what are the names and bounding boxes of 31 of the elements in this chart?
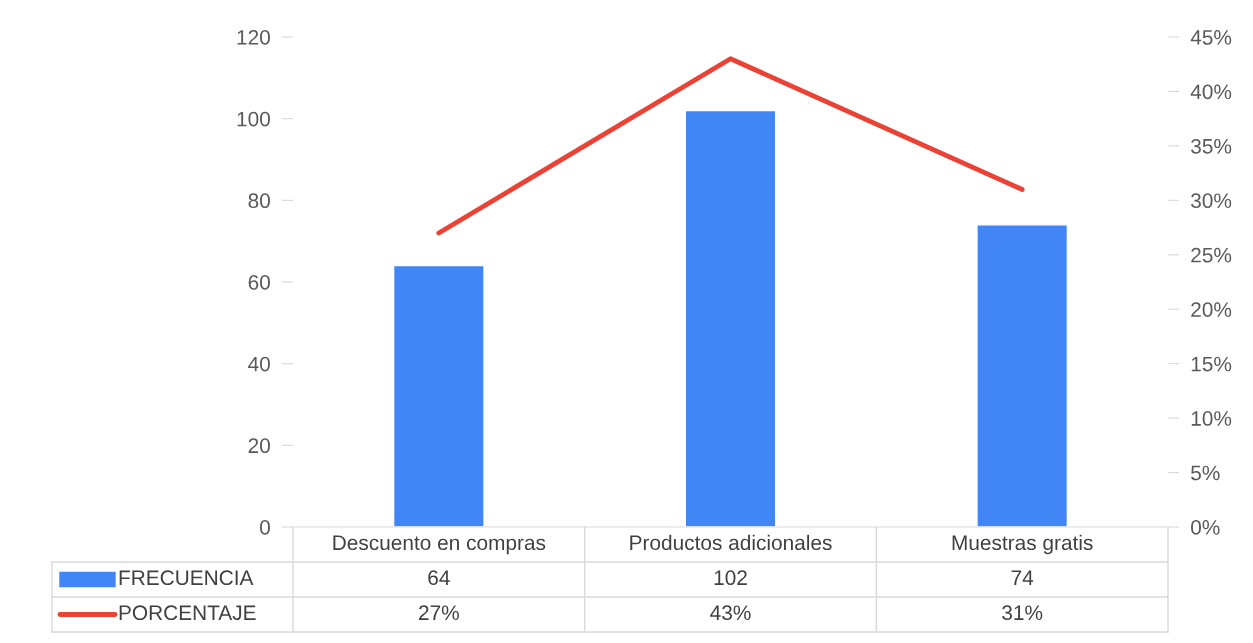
legend-label: FRECUENCIA: [119, 570, 254, 586]
y2-tick-label: 15%: [1191, 356, 1232, 372]
data-label: 64: [428, 570, 450, 586]
bar: [684, 109, 777, 527]
y-tick-label: 100: [237, 111, 270, 127]
data-label: 102: [714, 570, 747, 586]
y-tick-label: 20: [248, 438, 270, 454]
x-tick-label: Productos adicionales: [630, 534, 832, 551]
data-label: 74: [1011, 570, 1034, 585]
data-label: 43%: [710, 605, 751, 621]
y-tick-label: 0: [260, 520, 270, 535]
y-tick-label: 120: [237, 30, 270, 45]
y2-tick-label: 25%: [1191, 247, 1232, 263]
y-tick-label: 60: [248, 275, 270, 290]
bar: [976, 224, 1069, 527]
x-tick-label: Muestras gratis: [952, 534, 1093, 555]
y2-tick-label: 5%: [1191, 465, 1220, 481]
y2-tick-label: 35%: [1191, 138, 1232, 154]
data-label: 27%: [419, 605, 459, 621]
y2-tick-label: 45%: [1190, 30, 1232, 45]
x-tick-label: Descuento en compras: [333, 535, 546, 555]
y2-tick-label: 10%: [1191, 411, 1232, 426]
y2-tick-label: 30%: [1191, 193, 1232, 209]
y2-tick-label: 0%: [1191, 520, 1220, 535]
bar: [392, 264, 485, 527]
y2-tick-label: 20%: [1191, 302, 1232, 317]
y-tick-label: 80: [248, 193, 270, 209]
y-tick-label: 40: [248, 356, 270, 372]
y2-tick-label: 40%: [1190, 84, 1232, 100]
legend-label: PORCENTAJE: [119, 605, 256, 621]
data-label: 31%: [1002, 605, 1043, 621]
